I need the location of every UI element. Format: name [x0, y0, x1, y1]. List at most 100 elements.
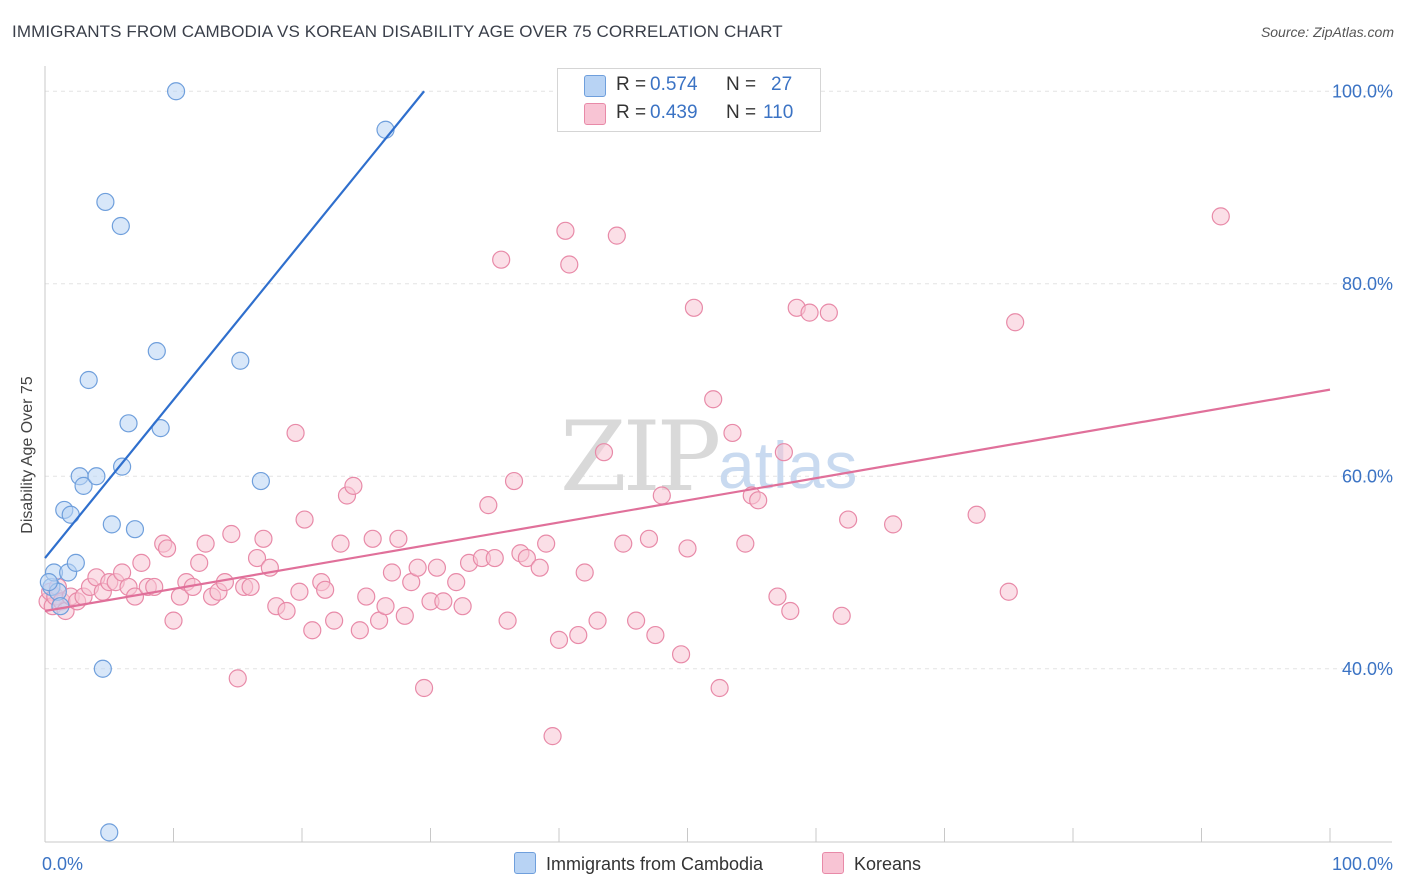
cambodia-point	[151, 419, 170, 438]
korean-point	[684, 298, 704, 317]
korean-point	[363, 529, 382, 548]
korean-point	[376, 597, 395, 616]
legend-swatch-koreans	[584, 103, 606, 125]
watermark-atlas: atlas	[718, 428, 857, 502]
cambodia-point	[112, 457, 132, 476]
korean-point	[241, 577, 260, 597]
korean-point	[303, 621, 322, 640]
korean-point	[652, 486, 671, 505]
korean-point	[382, 563, 402, 582]
bottom-legend-cambodia: Immigrants from Cambodia	[514, 852, 763, 875]
korean-point	[395, 606, 414, 625]
cambodia-point	[102, 515, 121, 534]
bottom-legend-swatch-cambodia	[514, 852, 536, 874]
korean-point	[781, 601, 800, 621]
grid	[45, 90, 1392, 670]
axes	[44, 66, 1392, 843]
korean-point	[530, 558, 549, 577]
legend-r-label: R =	[616, 102, 647, 123]
watermark: ZIP atlas	[560, 401, 857, 513]
korean-point	[157, 539, 177, 558]
legend-swatch-cambodia	[584, 75, 606, 97]
stats-legend: R = 0.574 N = 27 R = 0.439 N = 110	[557, 68, 821, 132]
cambodia-point	[51, 597, 70, 616]
legend-row-cambodia: R = 0.574 N = 27	[558, 74, 820, 98]
cambodia-point	[96, 192, 115, 212]
korean-point	[626, 611, 646, 630]
cambodia-trend-line	[44, 90, 425, 559]
korean-point	[196, 534, 215, 553]
legend-row-koreans: R = 0.439 N = 110	[558, 102, 820, 126]
x-tick-label: 100.0%	[1332, 854, 1393, 874]
korean-point	[331, 534, 350, 553]
cambodia-point	[231, 351, 250, 370]
cambodia-point	[166, 82, 186, 101]
cambodia-point	[251, 471, 270, 491]
korean-point	[819, 303, 838, 322]
korean-point	[614, 534, 633, 553]
korean-point	[883, 515, 903, 534]
trend-lines	[44, 90, 1331, 613]
legend-r-value-koreans: 0.439	[650, 102, 698, 123]
cambodia-point	[147, 342, 166, 361]
korean-point	[485, 548, 504, 568]
y-axis-label: Disability Age Over 75	[19, 376, 36, 534]
korean-point	[723, 423, 742, 443]
korean-point	[832, 606, 851, 625]
korean-point	[588, 611, 607, 630]
korean-point	[290, 582, 309, 601]
cambodia-point	[111, 216, 130, 236]
korean-point	[247, 548, 267, 568]
y-tick-label: 80.0%	[1342, 274, 1393, 294]
korean-point	[504, 471, 524, 491]
korean-point	[556, 221, 575, 240]
chart-title: IMMIGRANTS FROM CAMBODIA VS KOREAN DISAB…	[12, 22, 783, 41]
korean-point	[479, 496, 498, 515]
korean-point	[560, 255, 579, 274]
korean-point	[678, 539, 697, 558]
korean-point	[222, 524, 241, 544]
korean-point	[228, 669, 247, 688]
korean-point	[132, 553, 151, 572]
korean-point	[736, 534, 755, 553]
legend-n-label: N =	[726, 102, 757, 123]
korean-point	[839, 510, 858, 529]
y-tick-label: 100.0%	[1332, 81, 1393, 101]
cambodia-point	[125, 520, 145, 539]
korean-point	[498, 611, 517, 630]
korean-point	[575, 563, 594, 582]
korean-point	[800, 303, 819, 322]
korean-point	[594, 443, 614, 462]
korean-point	[517, 548, 536, 568]
cambodia-point	[39, 573, 58, 592]
korean-point	[1006, 313, 1025, 332]
korean-point	[447, 573, 466, 592]
korean-point	[325, 611, 344, 630]
korean-point	[646, 625, 665, 645]
koreans-points	[38, 207, 1230, 746]
korean-trend-line	[44, 388, 1331, 613]
korean-point	[967, 505, 986, 524]
korean-point	[344, 476, 363, 495]
y-tick-label: 60.0%	[1342, 466, 1393, 486]
korean-point	[295, 510, 314, 529]
korean-point	[453, 597, 472, 616]
korean-point	[774, 443, 793, 462]
korean-point	[492, 250, 511, 269]
korean-point	[408, 558, 427, 577]
korean-point	[254, 529, 273, 548]
x-tick-label: 0.0%	[42, 854, 83, 874]
korean-point	[286, 423, 305, 443]
bottom-legend-label-cambodia: Immigrants from Cambodia	[546, 854, 764, 874]
bottom-legend-label-koreans: Koreans	[854, 854, 922, 874]
legend-r-value-cambodia: 0.574	[650, 74, 698, 95]
cambodia-point	[79, 370, 98, 390]
cambodia-point	[100, 823, 119, 842]
korean-point	[569, 625, 588, 645]
cambodia-point	[74, 476, 93, 495]
y-tick-label: 40.0%	[1342, 659, 1393, 679]
legend-r-label: R =	[616, 74, 647, 95]
korean-point	[357, 587, 376, 606]
korean-point	[704, 390, 723, 409]
